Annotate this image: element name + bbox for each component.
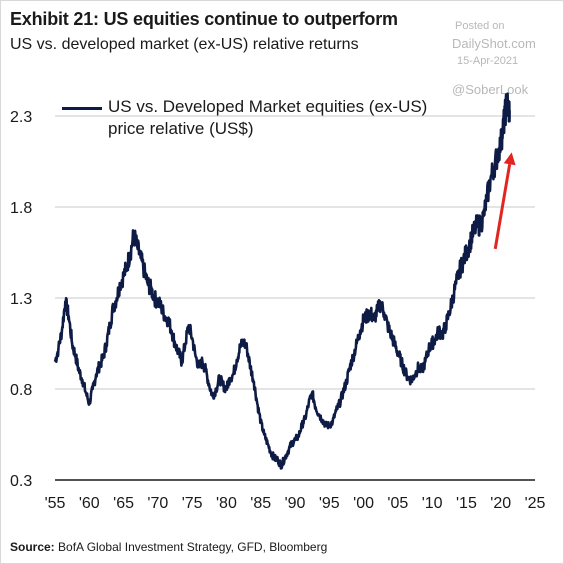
x-tick-label: '90 bbox=[285, 495, 306, 512]
y-tick-label: 1.8 bbox=[10, 200, 32, 217]
watermark-handle: @SoberLook bbox=[452, 82, 529, 97]
x-tick-label: '10 bbox=[422, 495, 443, 512]
series-line bbox=[53, 92, 511, 470]
x-tick-label: '60 bbox=[79, 495, 100, 512]
x-tick-label: '75 bbox=[182, 495, 203, 512]
source-text: BofA Global Investment Strategy, GFD, Bl… bbox=[58, 540, 328, 554]
annotation-arrow-head bbox=[503, 152, 516, 166]
x-tick-label: '85 bbox=[250, 495, 271, 512]
source-label: Source: bbox=[10, 540, 55, 554]
gridlines bbox=[55, 115, 535, 481]
y-axis-ticks: 0.3 0.8 1.3 1.8 2.3 bbox=[10, 109, 32, 490]
x-tick-label: '55 bbox=[45, 495, 66, 512]
source-note: Source: BofA Global Investment Strategy,… bbox=[10, 540, 327, 554]
annotation-group bbox=[493, 152, 516, 250]
x-tick-label: '20 bbox=[490, 495, 511, 512]
x-tick-label: '00 bbox=[353, 495, 374, 512]
x-tick-label: '15 bbox=[456, 495, 477, 512]
y-tick-label: 0.8 bbox=[10, 382, 32, 399]
watermark-posted: Posted on bbox=[455, 20, 505, 32]
watermark-date: 15-Apr-2021 bbox=[457, 55, 519, 67]
watermark-site: DailyShot.com bbox=[452, 36, 536, 51]
legend-label: US vs. Developed Market equities (ex-US)… bbox=[108, 97, 428, 138]
x-axis-ticks: '55 '60 '65 '70 '75 '80 '85 '90 '95 '00 '05 '10 '15 '… bbox=[45, 495, 546, 512]
series-group bbox=[53, 92, 511, 470]
legend-swatch bbox=[62, 107, 102, 110]
x-tick-label: '65 bbox=[113, 495, 134, 512]
x-tick-label: '80 bbox=[216, 495, 237, 512]
y-tick-label: 2.3 bbox=[10, 109, 32, 126]
annotation-arrow-shaft bbox=[493, 163, 512, 250]
y-tick-label: 0.3 bbox=[10, 473, 32, 490]
chart-title: Exhibit 21: US equities continue to outp… bbox=[10, 9, 398, 29]
x-tick-label: '25 bbox=[525, 495, 546, 512]
x-tick-label: '95 bbox=[319, 495, 340, 512]
chart-subtitle: US vs. developed market (ex-US) relative… bbox=[10, 36, 359, 53]
x-tick-label: '05 bbox=[387, 495, 408, 512]
y-tick-label: 1.3 bbox=[10, 291, 32, 308]
x-tick-label: '70 bbox=[147, 495, 168, 512]
